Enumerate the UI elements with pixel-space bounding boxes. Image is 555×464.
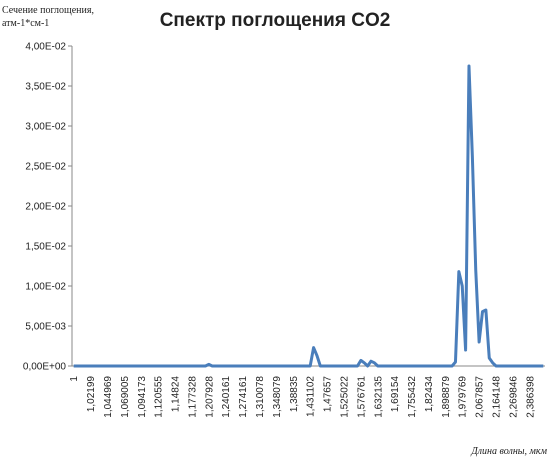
y-tick-label: 4,00E-02 [25, 42, 66, 53]
y-tick-label: 5,00E-03 [25, 322, 66, 333]
y-axis-label: Сечение поглощения, [2, 5, 94, 16]
x-tick-label: 1,069005 [120, 376, 131, 418]
y-tick-label: 3,50E-02 [25, 82, 66, 93]
x-tick-label: 1,576761 [356, 376, 367, 418]
x-tick-label: 1,47657 [323, 376, 334, 413]
x-tick-label: 1,82434 [424, 376, 435, 413]
y-tick-label: 2,00E-02 [25, 202, 66, 213]
x-tick-label: 1,207928 [204, 376, 215, 418]
y-tick-label: 0,00E+00 [23, 362, 67, 373]
x-tick-label: 1 [69, 376, 80, 382]
x-tick-label: 1,431102 [306, 376, 317, 417]
x-tick-label: 2,164148 [492, 376, 503, 418]
x-tick-label: 2,386398 [525, 376, 536, 418]
y-tick-label: 2,50E-02 [25, 162, 66, 173]
chart-title: Спектр поглощения CO2 [160, 10, 391, 31]
y-axis-label: атм-1*см-1 [2, 18, 49, 29]
x-tick-label: 1,310078 [255, 376, 266, 418]
y-tick-label: 1,50E-02 [25, 242, 66, 253]
y-tick-label: 3,00E-02 [25, 122, 66, 133]
x-tick-label: 1,755432 [407, 376, 418, 418]
x-tick-label: 1,38835 [289, 376, 300, 413]
x-tick-label: 2,269846 [508, 376, 519, 418]
x-axis-label: Длина волны, мкм [470, 446, 547, 457]
x-tick-label: 1,525022 [339, 376, 350, 418]
x-tick-label: 2,067857 [475, 376, 486, 418]
x-tick-label: 1,348079 [272, 376, 283, 418]
x-tick-label: 1,044969 [103, 376, 114, 418]
x-tick-label: 1,632135 [373, 376, 384, 418]
x-tick-label: 1,240161 [221, 376, 232, 418]
x-tick-label: 1,177328 [187, 376, 198, 418]
x-tick-label: 1,69154 [390, 376, 401, 413]
y-tick-label: 1,00E-02 [25, 282, 66, 293]
x-tick-label: 1,274161 [238, 376, 249, 418]
x-tick-label: 1,898879 [441, 376, 452, 418]
series-line [73, 64, 544, 368]
x-tick-label: 1,120555 [154, 376, 165, 418]
x-tick-label: 1,979769 [458, 376, 469, 418]
x-tick-label: 1,14824 [171, 376, 182, 413]
x-tick-label: 1,094173 [137, 376, 148, 418]
x-tick-label: 1,02199 [86, 376, 97, 413]
